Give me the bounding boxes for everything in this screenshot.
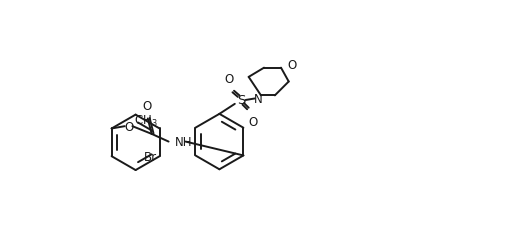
Text: N: N (253, 93, 262, 106)
Text: O: O (248, 116, 257, 129)
Text: Br: Br (144, 150, 157, 163)
Text: O: O (142, 100, 152, 113)
Text: O: O (124, 120, 133, 133)
Text: NH: NH (175, 136, 192, 149)
Text: O: O (225, 72, 234, 85)
Text: CH$_3$: CH$_3$ (134, 113, 157, 128)
Text: S: S (237, 94, 245, 107)
Text: O: O (287, 59, 296, 72)
